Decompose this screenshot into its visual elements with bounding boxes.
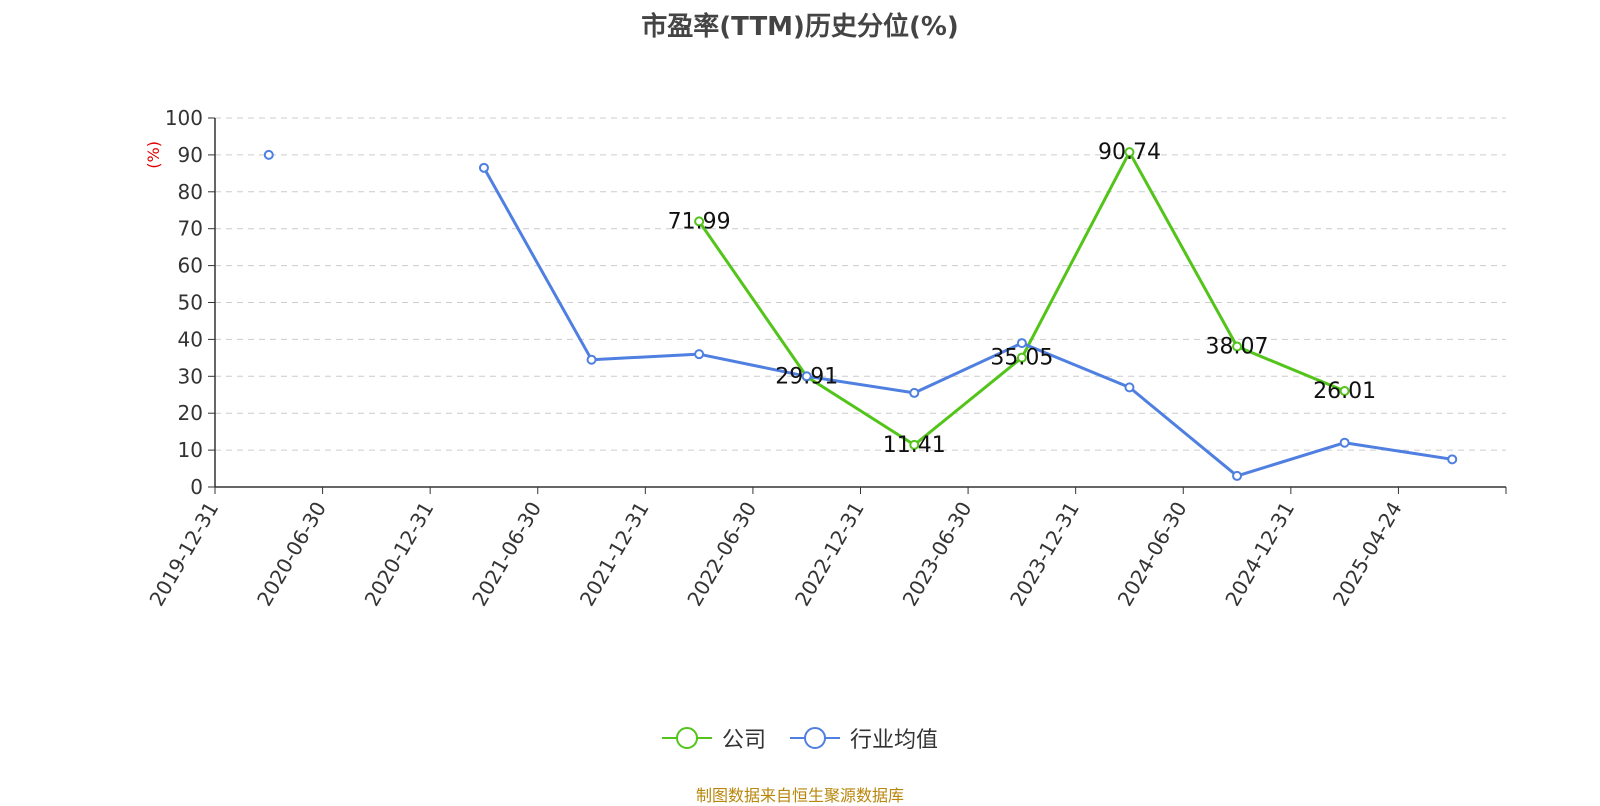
x-tick-label: 2021-12-31 xyxy=(575,498,654,611)
y-tick-label: 0 xyxy=(190,475,203,499)
x-tick-label: 2024-12-31 xyxy=(1220,498,1299,611)
y-tick-label: 100 xyxy=(165,106,203,130)
series-line xyxy=(482,167,1453,478)
chart-title: 市盈率(TTM)历史分位(%) xyxy=(641,12,959,42)
y-tick-label: 40 xyxy=(178,327,203,351)
data-point xyxy=(1232,470,1243,481)
data-label: 11.41 xyxy=(883,433,946,458)
data-label: 71.99 xyxy=(668,209,731,234)
x-tick-label: 2021-06-30 xyxy=(467,498,546,611)
legend-swatch xyxy=(661,727,712,749)
legend-swatch xyxy=(790,727,840,749)
data-point xyxy=(1339,386,1350,397)
legend: 公司 行业均值 xyxy=(0,722,1600,754)
series-line xyxy=(697,150,1346,447)
legend-item-1[interactable]: 公司 xyxy=(661,722,766,754)
x-tick-label: 2024-06-30 xyxy=(1113,498,1192,611)
legend-label: 行业均值 xyxy=(850,728,939,753)
data-point xyxy=(1447,454,1458,465)
data-point xyxy=(909,387,920,398)
series-2 xyxy=(263,149,1458,481)
data-label: 38.07 xyxy=(1206,335,1269,360)
series-layer xyxy=(263,147,1458,481)
data-point xyxy=(263,149,274,160)
x-tick-label: 2023-06-30 xyxy=(898,498,977,611)
data-point xyxy=(586,354,597,365)
y-axis-label: (%) xyxy=(144,141,163,169)
data-point xyxy=(1339,437,1350,448)
x-tick-label: 2023-12-31 xyxy=(1005,498,1084,611)
y-tick-label: 60 xyxy=(178,254,203,278)
x-tick-label: 2022-06-30 xyxy=(682,498,761,611)
axes: 0 10 20 30 40 50 60 70 80 90 100(%) 2019-12-31 2020-… xyxy=(144,106,1507,611)
y-tick-label: 30 xyxy=(178,364,203,388)
x-tick-label: 2020-06-30 xyxy=(252,498,331,611)
data-point xyxy=(801,371,812,382)
source-note: 制图数据来自恒生聚源数据库 xyxy=(695,786,904,805)
data-label: 26.01 xyxy=(1313,379,1376,404)
x-tick-label: 2020-12-31 xyxy=(360,498,439,611)
data-point xyxy=(909,439,920,450)
data-point xyxy=(1124,147,1135,158)
y-tick-label: 50 xyxy=(178,291,203,315)
y-tick-label: 90 xyxy=(178,143,203,167)
legend-item-2[interactable]: 行业均值 xyxy=(790,722,938,754)
x-tick-label: 2025-04-24 xyxy=(1328,498,1407,611)
y-tick-label: 80 xyxy=(178,180,203,204)
data-label: 90.74 xyxy=(1098,140,1161,165)
data-point xyxy=(478,162,489,173)
y-tick-label: 10 xyxy=(178,438,203,462)
data-point xyxy=(694,216,705,227)
data-point xyxy=(1016,352,1027,363)
series-1 xyxy=(694,147,1350,450)
legend-label: 公司 xyxy=(721,728,766,753)
data-label: 35.05 xyxy=(990,346,1053,371)
data-point xyxy=(694,349,705,360)
data-point xyxy=(1124,382,1135,393)
data-label: 29.91 xyxy=(775,365,838,390)
data-point xyxy=(1232,341,1243,352)
data-point xyxy=(1016,338,1027,349)
x-tick-label: 2019-12-31 xyxy=(144,498,223,611)
y-tick-label: 20 xyxy=(178,401,203,425)
x-tick-label: 2022-12-31 xyxy=(790,498,869,611)
data-labels: 71.99 29.91 11.41 35.05 90.74 38.07 26.01 xyxy=(668,140,1376,458)
y-tick-label: 70 xyxy=(178,217,203,241)
